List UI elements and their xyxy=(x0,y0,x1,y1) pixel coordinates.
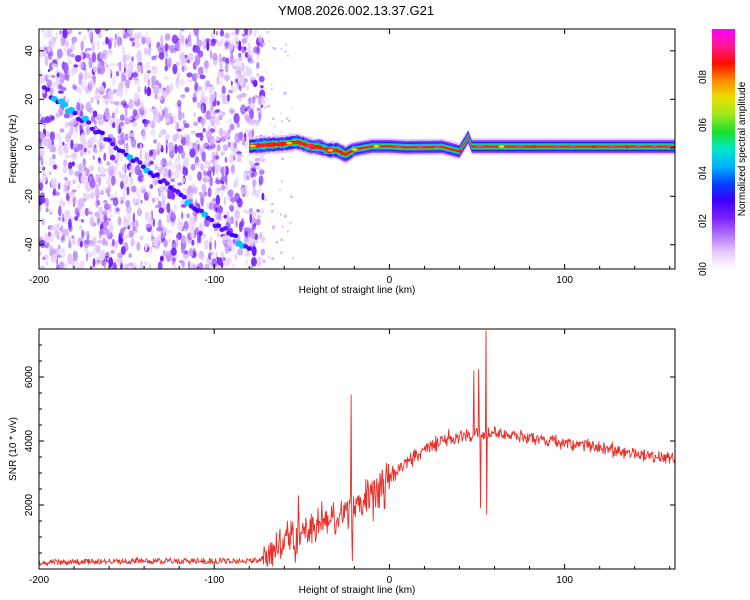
snr-y-tick-label: 6000 xyxy=(24,365,35,388)
snr-y-label: SNR (10 * v/v) xyxy=(8,417,19,481)
spectrogram-zero-band xyxy=(249,128,675,164)
colorbar: 0.0 0.2 0.4 0.6 0.8 Normalized spectral ampl… xyxy=(698,29,748,276)
snr-x-tick-label: 100 xyxy=(556,575,573,586)
band-layer-5 xyxy=(249,135,675,157)
spectrogram-x-tick-label: -100 xyxy=(204,275,224,286)
colorbar-tick-label: 0.8 xyxy=(698,70,709,84)
snr-ticks: -200 -100 0 100 2000 4000 6000 xyxy=(24,329,675,586)
spectrogram-y-tick-label: 20 xyxy=(24,93,35,105)
snr-y-tick-label: 2000 xyxy=(24,493,35,516)
snr-x-label: Height of straight line (km) xyxy=(299,585,416,596)
colorbar-tick-label: 0.2 xyxy=(698,214,709,228)
spectrogram-y-tick-label: -20 xyxy=(24,189,35,204)
snr-panel: -200 -100 0 100 2000 4000 6000 Height of strai… xyxy=(8,328,676,596)
spectrogram-y-tick-label: -40 xyxy=(24,237,35,252)
colorbar-tick-label: 0.0 xyxy=(698,262,709,276)
snr-y-tick-label: 4000 xyxy=(24,429,35,452)
spectrogram-x-tick-label: 0 xyxy=(387,275,393,286)
spectrogram-content xyxy=(39,29,675,269)
spectrogram-y-tick-label: 0 xyxy=(24,145,35,151)
spectrogram-x-tick-label: -200 xyxy=(29,275,49,286)
spectrogram-diagonal-trace xyxy=(41,85,252,251)
spectrogram-x-label: Height of straight line (km) xyxy=(299,285,416,296)
snr-x-tick-label: -200 xyxy=(29,575,49,586)
spectrogram-x-tick-label: 100 xyxy=(556,275,573,286)
colorbar-tick-label: 0.4 xyxy=(698,166,709,180)
colorbar-gradient xyxy=(712,29,735,269)
spectrogram-frame xyxy=(38,28,676,270)
colorbar-label: Normalized spectral amplitude xyxy=(737,81,748,216)
spectrogram-y-tick-label: 40 xyxy=(24,45,35,57)
spectrogram-y-label: Frequency (Hz) xyxy=(8,115,19,184)
snr-x-tick-label: -100 xyxy=(204,575,224,586)
colorbar-tick-label: 0.6 xyxy=(698,118,709,132)
snr-x-tick-label: 0 xyxy=(387,575,393,586)
snr-frame xyxy=(38,328,676,570)
snr-series-line xyxy=(39,330,675,568)
snr-content xyxy=(39,330,675,568)
colorbar-ticks: 0.0 0.2 0.4 0.6 0.8 xyxy=(698,70,709,276)
figure-title: YM08.2026.002.13.37.G21 xyxy=(278,3,434,18)
